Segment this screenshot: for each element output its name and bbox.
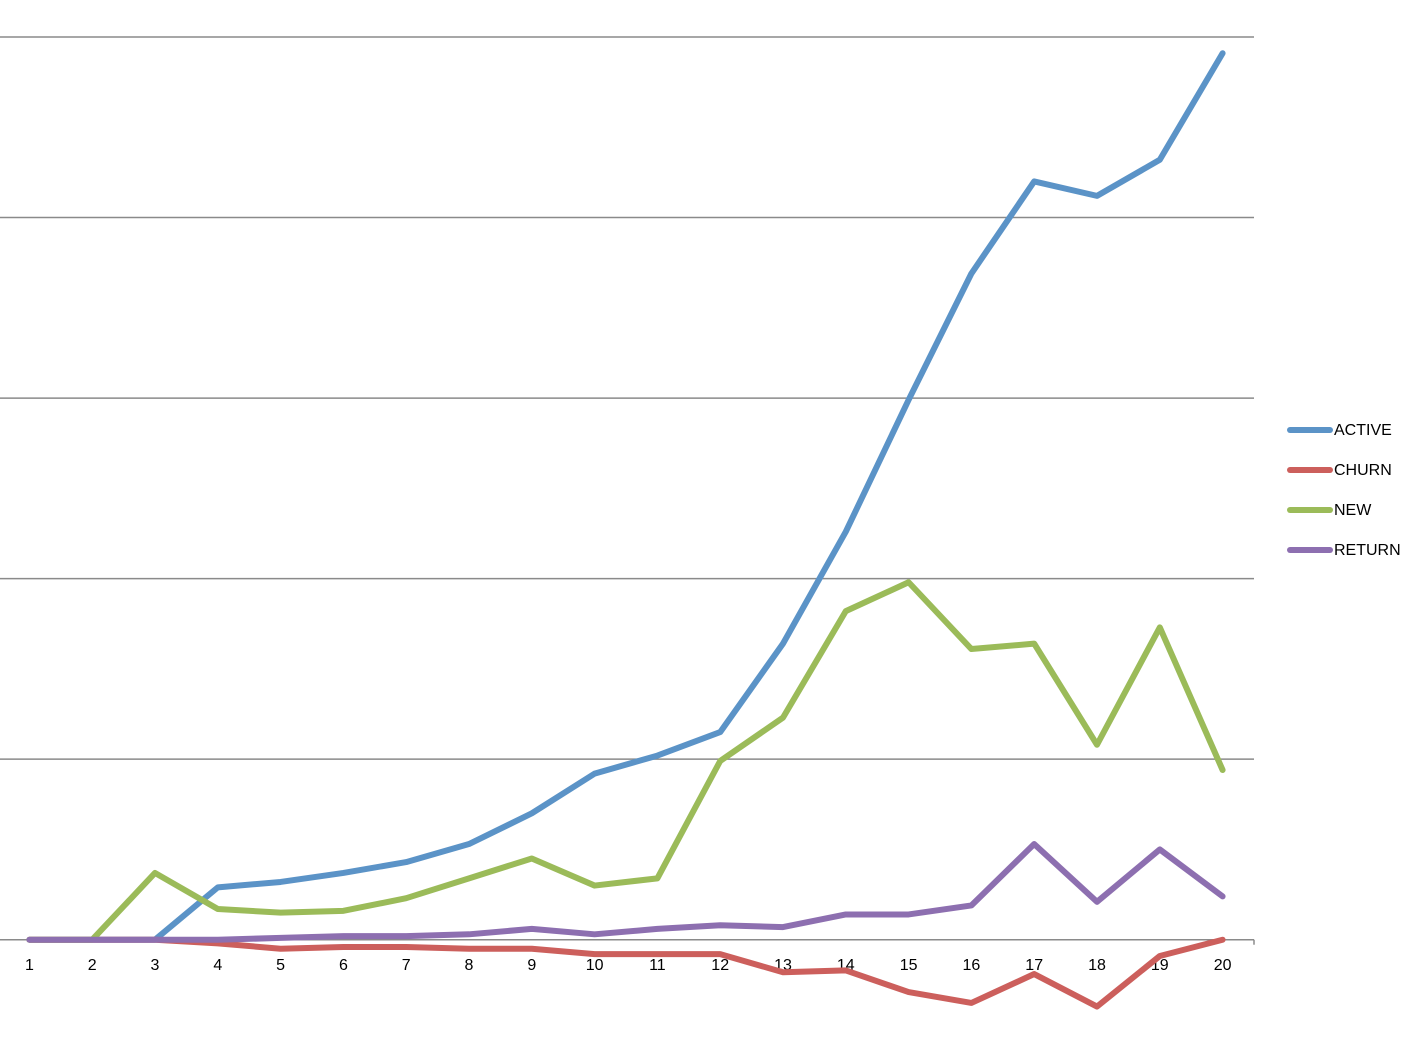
x-tick-label: 5	[276, 957, 285, 974]
x-tick-label: 11	[649, 957, 666, 974]
x-tick-label: 7	[402, 957, 411, 974]
x-tick-label: 9	[527, 957, 536, 974]
x-tick-label: 16	[963, 957, 981, 974]
x-tick-label: 3	[151, 957, 160, 974]
x-tick-label: 12	[711, 957, 729, 974]
x-tick-label: 1	[25, 957, 34, 974]
x-tick-label: 10	[586, 957, 604, 974]
x-tick-label: 18	[1088, 957, 1106, 974]
x-tick-label: 2	[88, 957, 97, 974]
series-line	[26, 50, 1226, 943]
series-line	[26, 936, 1226, 1010]
x-tick-label: 6	[339, 957, 348, 974]
legend-label: CHURN	[1334, 462, 1392, 479]
legend-label: RETURN	[1334, 542, 1401, 559]
x-tick-label: 17	[1025, 957, 1043, 974]
x-tick-label: 20	[1214, 957, 1232, 974]
x-tick-label: 8	[465, 957, 474, 974]
legend-label: NEW	[1334, 502, 1372, 519]
x-tick-label: 15	[900, 957, 918, 974]
x-tick-label: 4	[213, 957, 222, 974]
legend-label: ACTIVE	[1334, 422, 1392, 439]
series-line	[26, 841, 1226, 943]
series-line	[26, 579, 1226, 943]
